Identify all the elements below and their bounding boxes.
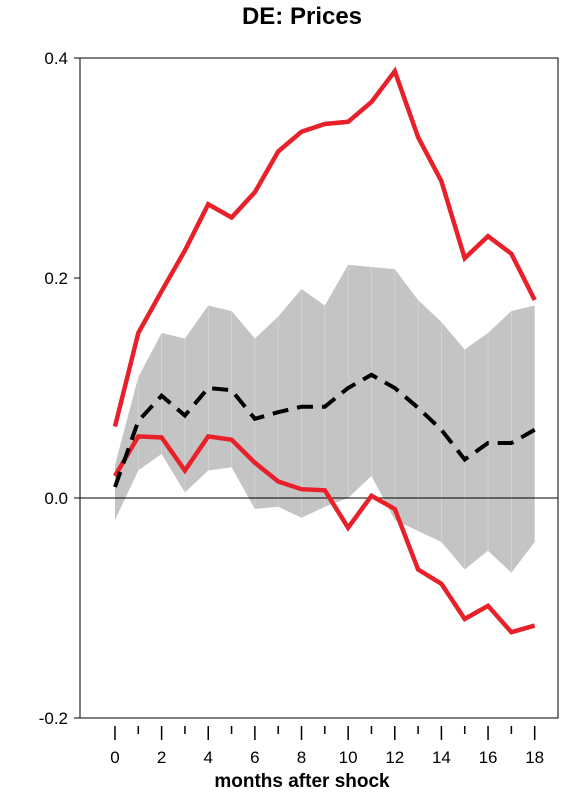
y-tick-label: 0.0 (44, 489, 68, 508)
x-tick-label: 0 (110, 748, 119, 767)
x-tick-label: 4 (204, 748, 213, 767)
x-axis: 0 2 4 6 8 10 12 14 16 18 (110, 726, 544, 767)
y-axis: -0.2 0.0 0.2 0.4 (39, 49, 80, 728)
chart-title: DE: Prices (242, 3, 362, 30)
confidence-band-layer (115, 264, 535, 573)
y-tick-label: 0.2 (44, 269, 68, 288)
x-tick-label: 2 (157, 748, 166, 767)
x-tick-label: 14 (432, 748, 451, 767)
x-tick-label: 8 (297, 748, 306, 767)
upper-bound-line (112, 66, 537, 428)
x-tick-label: 18 (525, 748, 544, 767)
x-tick-label: 6 (250, 748, 259, 767)
plot-frame (79, 57, 559, 719)
series-layer (112, 66, 537, 635)
x-axis-label: months after shock (214, 771, 390, 792)
x-tick-label: 12 (385, 748, 404, 767)
lower-bound-line (113, 433, 536, 635)
y-tick-label: 0.4 (44, 49, 68, 68)
x-tick-label: 16 (479, 748, 498, 767)
x-tick-label: 10 (339, 748, 358, 767)
y-tick-label: -0.2 (39, 709, 68, 728)
estimate-line (113, 372, 536, 488)
